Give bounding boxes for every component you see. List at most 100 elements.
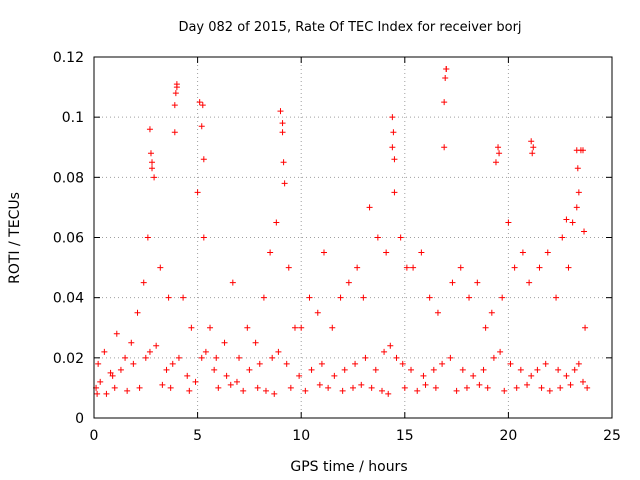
data-point <box>447 355 453 361</box>
data-point <box>526 280 532 286</box>
data-point <box>135 310 141 316</box>
data-point <box>441 99 447 105</box>
data-point <box>267 250 273 256</box>
data-point <box>124 388 130 394</box>
x-tick-label: 20 <box>499 428 517 444</box>
data-point <box>159 382 165 388</box>
data-point <box>186 388 192 394</box>
data-point <box>325 385 331 391</box>
data-point <box>147 126 153 132</box>
data-point <box>369 385 375 391</box>
data-point <box>338 295 344 301</box>
data-point <box>224 373 230 379</box>
data-point <box>284 361 290 367</box>
data-point <box>118 367 124 373</box>
data-point <box>466 295 472 301</box>
data-point <box>435 310 441 316</box>
data-point <box>391 189 397 195</box>
data-point <box>271 391 277 397</box>
data-point <box>211 367 217 373</box>
data-point <box>329 325 335 331</box>
data-point <box>485 385 491 391</box>
data-point <box>149 159 155 165</box>
data-point <box>383 250 389 256</box>
data-point <box>253 340 259 346</box>
data-point <box>148 150 154 156</box>
data-point <box>389 114 395 120</box>
data-point <box>143 355 149 361</box>
data-point <box>215 385 221 391</box>
y-axis-label: ROTI / TECUs <box>7 192 23 284</box>
data-point <box>112 385 118 391</box>
data-point <box>362 355 368 361</box>
x-tick-label: 5 <box>193 428 202 444</box>
data-point <box>342 367 348 373</box>
data-point <box>201 156 207 162</box>
data-point <box>499 295 505 301</box>
data-point <box>470 373 476 379</box>
data-point <box>534 367 540 373</box>
data-point <box>443 66 449 72</box>
data-point <box>317 382 323 388</box>
data-point <box>170 361 176 367</box>
data-point <box>207 325 213 331</box>
data-point <box>331 373 337 379</box>
data-point <box>491 355 497 361</box>
data-point <box>514 385 520 391</box>
data-point <box>94 391 100 397</box>
chart-title: Day 082 of 2015, Rate Of TEC Index for r… <box>178 20 521 35</box>
data-point <box>460 367 466 373</box>
data-point <box>172 102 178 108</box>
data-point <box>282 180 288 186</box>
data-point <box>184 373 190 379</box>
data-point <box>149 165 155 171</box>
data-point <box>493 159 499 165</box>
data-point <box>547 388 553 394</box>
data-point <box>157 265 163 271</box>
data-point <box>433 385 439 391</box>
data-point <box>352 361 358 367</box>
y-tick-label: 0.04 <box>53 291 84 307</box>
data-point <box>122 355 128 361</box>
data-point <box>505 219 511 225</box>
data-point <box>530 144 536 150</box>
data-point <box>168 385 174 391</box>
data-point <box>576 189 582 195</box>
data-point <box>199 123 205 129</box>
data-point <box>141 280 147 286</box>
data-point <box>240 388 246 394</box>
data-point <box>288 385 294 391</box>
data-point <box>410 265 416 271</box>
data-point <box>350 385 356 391</box>
data-point <box>387 343 393 349</box>
data-point <box>563 216 569 222</box>
data-point <box>151 174 157 180</box>
data-point <box>360 295 366 301</box>
y-tick-label: 0.06 <box>53 231 84 247</box>
data-point <box>414 388 420 394</box>
data-point <box>442 75 448 81</box>
data-point <box>164 367 170 373</box>
data-points <box>93 66 590 397</box>
data-point <box>427 295 433 301</box>
data-point <box>263 388 269 394</box>
data-point <box>385 391 391 397</box>
data-point <box>408 367 414 373</box>
data-point <box>203 349 209 355</box>
data-point <box>529 150 535 156</box>
data-point <box>481 367 487 373</box>
x-tick-label: 10 <box>292 428 310 444</box>
data-point <box>476 382 482 388</box>
data-point <box>501 388 507 394</box>
data-point <box>390 129 396 135</box>
data-point <box>489 310 495 316</box>
data-point <box>302 388 308 394</box>
data-point <box>520 250 526 256</box>
data-point <box>321 250 327 256</box>
data-point <box>570 219 576 225</box>
x-axis-label: GPS time / hours <box>290 459 407 475</box>
data-point <box>559 235 565 241</box>
data-point <box>176 355 182 361</box>
data-point <box>101 349 107 355</box>
